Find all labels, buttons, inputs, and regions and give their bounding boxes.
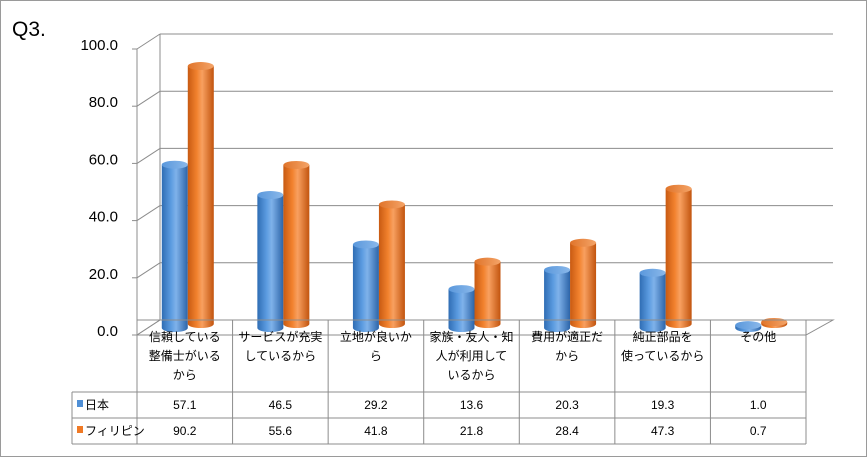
y-tick-label: 60.0 bbox=[89, 151, 118, 168]
y-tick-label: 40.0 bbox=[89, 209, 118, 226]
bar-japan bbox=[257, 195, 284, 332]
gridline-side bbox=[136, 319, 161, 336]
data-label: 57.1 bbox=[173, 398, 197, 412]
category-label: 立地が良いか bbox=[340, 329, 412, 344]
bar-japan bbox=[544, 269, 571, 332]
y-axis-ticks: 0.0 20.0 40.0 60.0 80.0 100.0 bbox=[80, 37, 118, 340]
category-label: いるから bbox=[447, 368, 495, 382]
gridline-side bbox=[136, 33, 161, 50]
gridline-side bbox=[136, 90, 161, 107]
bar-japan bbox=[161, 164, 188, 332]
data-label: 46.5 bbox=[269, 398, 293, 412]
bar-top bbox=[639, 268, 666, 277]
category-label: から bbox=[555, 349, 579, 363]
bar-top bbox=[352, 240, 379, 249]
legend-label: 日本 bbox=[85, 398, 109, 412]
category-label: ら bbox=[370, 349, 382, 363]
data-label: 47.3 bbox=[651, 424, 675, 438]
chart-title: Q3. bbox=[12, 18, 46, 41]
category-label: 使っているから bbox=[621, 348, 704, 363]
bar-top bbox=[761, 317, 788, 326]
category-label: その他 bbox=[740, 330, 776, 344]
data-label: 41.8 bbox=[364, 424, 388, 438]
data-label: 21.8 bbox=[460, 424, 484, 438]
data-label: 28.4 bbox=[555, 424, 579, 438]
legend-swatch bbox=[77, 400, 83, 407]
gridline-side bbox=[136, 205, 161, 222]
bar-top bbox=[544, 265, 571, 274]
category-label: 整備士がいる bbox=[149, 348, 221, 363]
bar-japan bbox=[639, 272, 666, 332]
bar-top bbox=[570, 238, 597, 247]
bar-philippines bbox=[570, 242, 597, 328]
data-table: 信頼している整備士がいるからサービスが充実しているから立地が良いから家族・友人・… bbox=[71, 319, 807, 445]
bar-top bbox=[474, 257, 501, 266]
category-label: サービスが充実 bbox=[238, 329, 322, 344]
data-label: 0.7 bbox=[750, 424, 767, 438]
data-label: 1.0 bbox=[750, 398, 767, 412]
bar-top bbox=[448, 285, 475, 294]
bar-philippines bbox=[665, 188, 692, 328]
bar-philippines bbox=[474, 261, 501, 328]
category-label: 家族・友人・知 bbox=[429, 329, 513, 344]
bar-top bbox=[257, 191, 284, 200]
y-tick-label: 100.0 bbox=[80, 37, 118, 54]
bar-philippines bbox=[378, 204, 405, 328]
y-tick-label: 80.0 bbox=[89, 94, 118, 111]
category-label: しているから bbox=[245, 349, 317, 363]
bar-top bbox=[665, 184, 692, 193]
category-label: から bbox=[173, 368, 197, 382]
legend-label: フィリピン bbox=[85, 424, 145, 438]
bar-philippines bbox=[187, 66, 214, 328]
y-tick-label: 20.0 bbox=[89, 266, 118, 283]
gridline-side bbox=[136, 262, 161, 279]
bar-top bbox=[735, 321, 762, 330]
category-label: 費用が適正だ bbox=[531, 329, 603, 344]
data-label: 13.6 bbox=[460, 398, 484, 412]
data-label: 20.3 bbox=[555, 398, 579, 412]
category-label: 純正部品を bbox=[633, 329, 693, 344]
gridline-side bbox=[136, 147, 161, 164]
data-label: 19.3 bbox=[651, 398, 675, 412]
data-label: 90.2 bbox=[173, 424, 197, 438]
category-label: 人が利用して bbox=[436, 348, 508, 363]
legend-swatch bbox=[77, 426, 83, 433]
bar-japan bbox=[448, 289, 475, 332]
bar-top bbox=[283, 160, 310, 169]
category-label: 信頼している bbox=[149, 330, 221, 344]
bar-top bbox=[161, 160, 188, 169]
y-tick-label: 0.0 bbox=[97, 323, 118, 340]
bar-japan bbox=[352, 244, 379, 332]
data-label: 55.6 bbox=[269, 424, 293, 438]
bar-philippines bbox=[283, 164, 310, 328]
data-label: 29.2 bbox=[364, 398, 388, 412]
bar-top bbox=[187, 62, 214, 71]
bar-top bbox=[378, 200, 405, 209]
bars bbox=[161, 62, 788, 332]
